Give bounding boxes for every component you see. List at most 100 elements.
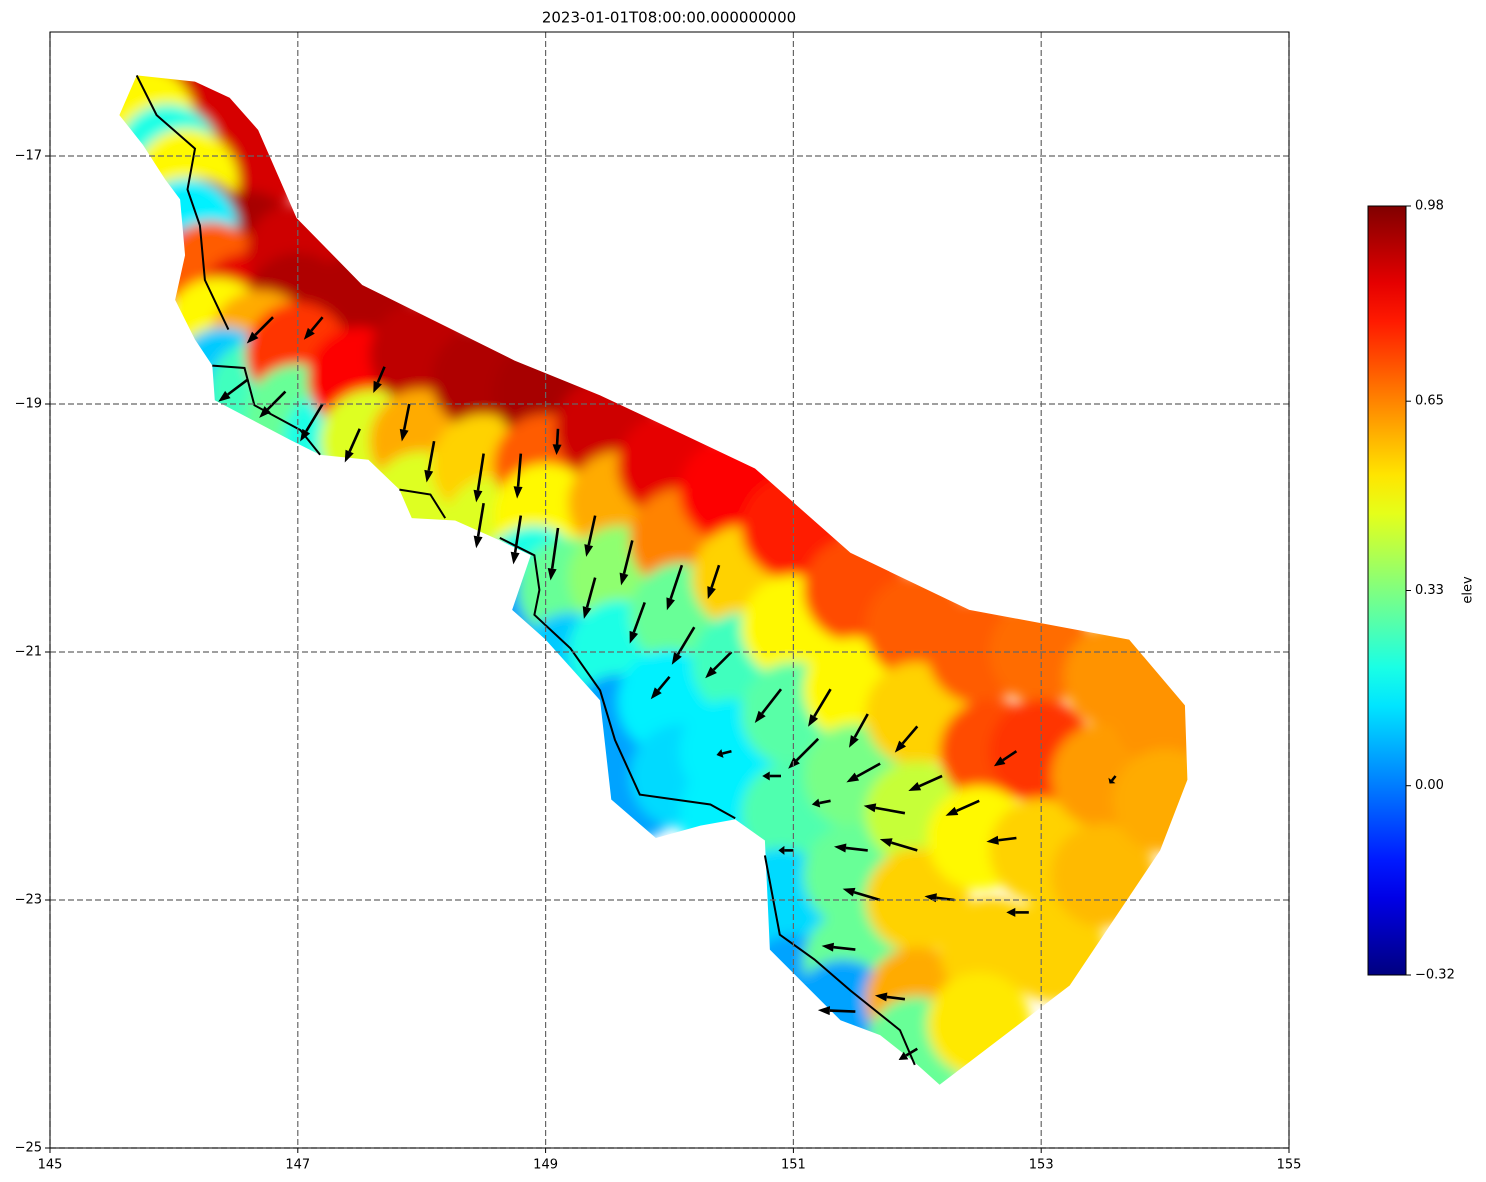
arrow-shaft [886,995,906,1001]
current-arrow [898,1047,918,1061]
current-arrow [754,688,783,723]
arrow-shaft [669,564,684,600]
arrow-shaft [853,713,869,738]
arrow-shaft [712,651,733,671]
arrow-head [898,1051,909,1061]
current-arrow [993,750,1018,767]
arrow-head [894,740,907,753]
arrow-shaft [1002,750,1018,762]
colorbar-tick-label: 0.33 [1415,583,1444,598]
colorbar-tick-label: 0.98 [1415,199,1444,214]
current-arrow [833,843,868,853]
current-arrow [547,527,560,581]
arrow-head [846,772,860,783]
current-arrow [473,502,485,549]
current-arrow [552,428,562,456]
arrow-shaft [829,1009,856,1013]
current-arrow [821,942,856,952]
arrow-head [879,838,893,847]
current-arrow [344,428,361,463]
current-arrow [246,316,274,344]
y-tick-label: −17 [15,149,42,164]
current-arrow [842,887,881,902]
arrow-head [874,992,888,1002]
arrow-head [259,406,271,418]
current-arrow [650,675,671,700]
arrow-shaft [676,626,696,656]
arrow-shaft [1110,775,1117,782]
arrow-shaft [310,316,324,332]
arrow-shaft [550,527,560,569]
x-tick-label: 147 [285,1158,310,1173]
colorbar-tick-label: 0.65 [1415,394,1444,409]
current-arrow [513,453,523,499]
current-arrow [424,440,436,483]
current-arrow [1006,907,1029,917]
arrow-head [754,710,766,723]
arrow-head [716,749,724,758]
colorbar-tick-label: 0.00 [1415,778,1444,793]
arrow-head [863,803,877,813]
current-arrow [863,803,906,815]
current-arrow [373,366,386,394]
arrow-shaft [555,428,560,445]
arrow-shaft [476,453,485,491]
arrow-shaft [587,515,597,546]
arrow-head [1108,777,1116,784]
arrow-shaft [516,453,523,487]
field-cells [119,75,1188,1085]
arrow-head [650,687,662,700]
arrow-head [218,390,231,402]
current-arrow [582,577,597,619]
arrow-shaft [632,601,646,633]
field-cell [1113,748,1188,853]
arrow-head [666,597,675,611]
coastline [135,74,916,1066]
current-arrow [817,1006,856,1016]
arrow-shaft [819,799,831,805]
arrow-shaft [853,890,881,902]
current-arrow [707,564,721,599]
arrow-shaft [918,774,943,788]
elevation-field [119,75,1188,1085]
current-arrow [945,799,980,816]
arrow-shaft [833,945,856,951]
arrow-head [547,567,557,581]
arrow-head [344,449,354,463]
arrow-shaft [905,1047,918,1057]
current-arrow [666,564,684,611]
x-tick-label: 151 [781,1158,806,1173]
arrow-shaft [513,515,523,553]
arrow-shaft [657,675,671,692]
arrow-head [821,942,835,952]
chart-title: 2023-01-01T08:00:00.000000000 [542,9,796,27]
current-arrow [259,390,287,418]
arrow-shaft [710,564,721,588]
arrow-shaft [875,806,906,815]
arrow-head [842,887,856,897]
current-arrow [671,626,696,665]
arrow-head [584,544,594,557]
arrow-shaft [845,846,868,852]
arrow-shaft [476,502,485,537]
current-arrow [762,771,782,781]
current-arrow [705,651,733,679]
arrow-shaft [266,390,287,411]
y-tick-label: −23 [15,893,42,908]
arrow-shaft [813,688,832,718]
y-tick-label: −19 [15,397,42,412]
arrow-shaft [901,725,919,745]
arrow-head [705,666,717,679]
arrow-head [510,551,520,565]
current-arrow [619,540,634,586]
arrow-shaft [254,316,274,336]
arrow-head [303,327,315,340]
arrow-head [246,331,259,344]
arrow-head [473,535,483,549]
current-arrow [629,601,646,644]
y-tick-label: −21 [15,645,42,660]
arrow-shaft [348,428,361,453]
current-arrow [879,838,918,852]
colorbar [1367,205,1407,976]
